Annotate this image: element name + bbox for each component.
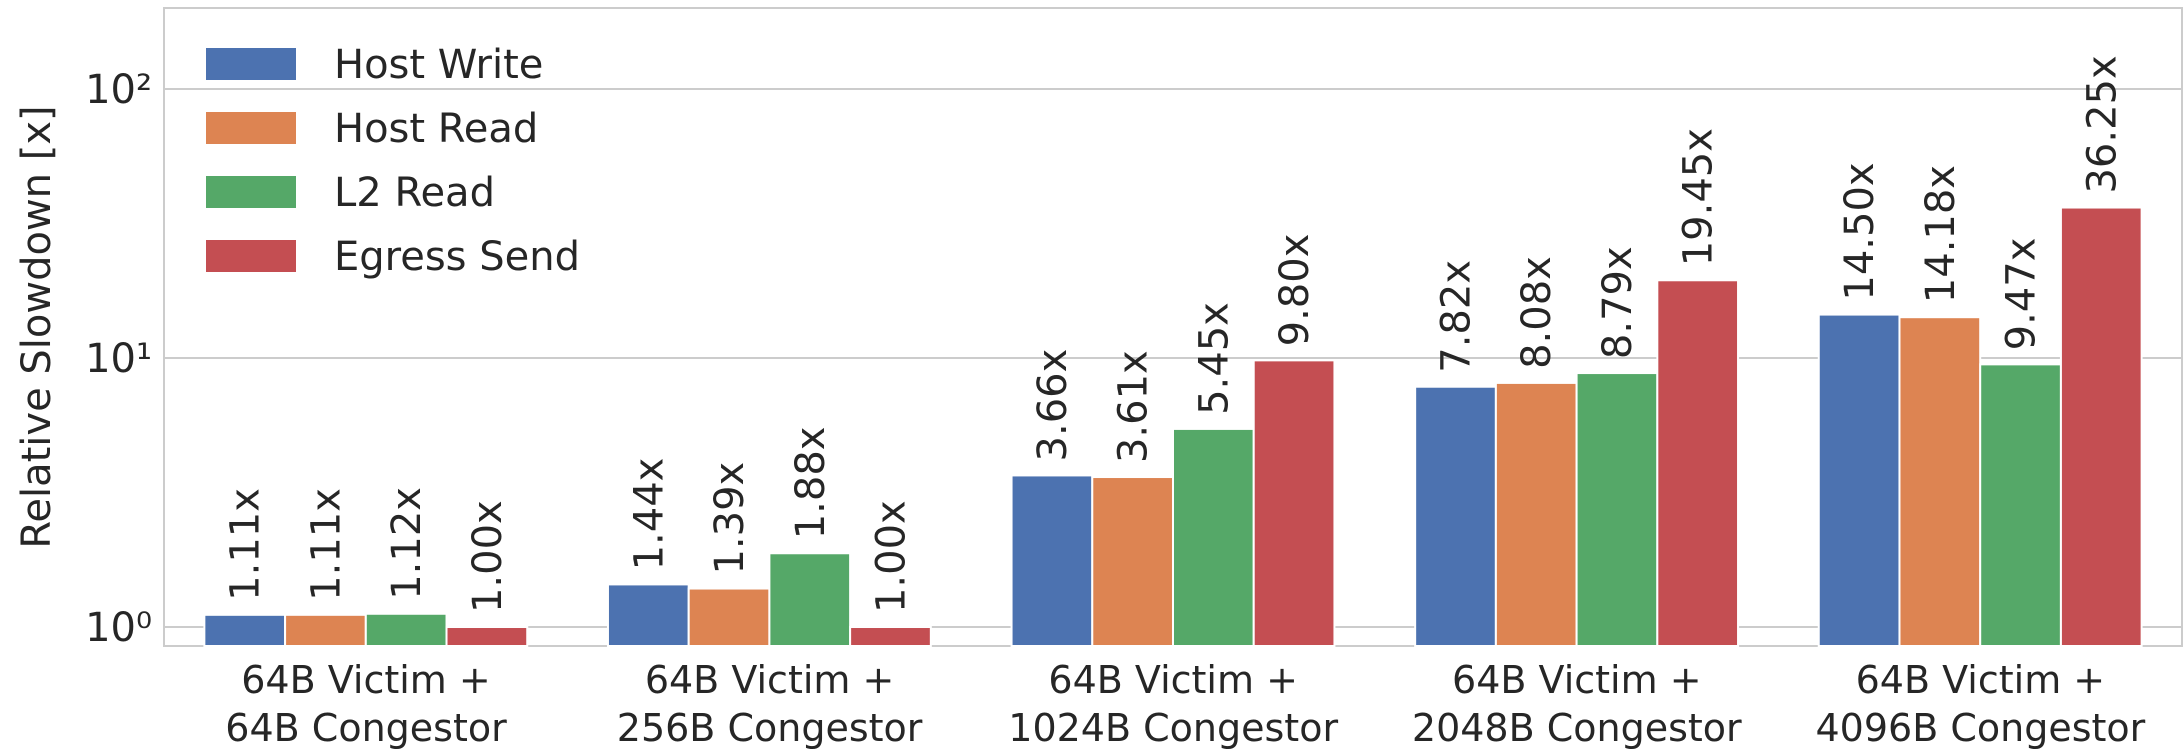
- bar: [1575, 372, 1659, 647]
- bar: [203, 613, 287, 647]
- y-tick-label: 10¹: [85, 336, 152, 382]
- x-tick-label: 64B Victim + 4096B Congestor: [1815, 658, 2146, 750]
- value-label: 7.82x: [1434, 260, 1480, 373]
- bar: [1010, 474, 1094, 647]
- value-label: 8.08x: [1514, 256, 1560, 369]
- bar: [1172, 427, 1255, 648]
- x-tick-label: 64B Victim + 1024B Congestor: [1008, 658, 1339, 750]
- value-label: 1.00x: [465, 500, 511, 613]
- value-label: 5.45x: [1191, 302, 1237, 415]
- bar: [849, 626, 932, 647]
- bar: [606, 583, 690, 647]
- value-label: 1.39x: [707, 462, 753, 575]
- bar: [445, 626, 529, 647]
- bar: [687, 587, 771, 648]
- legend-label: L2 Read: [334, 170, 495, 216]
- value-label: 1.12x: [384, 487, 430, 600]
- value-label: 9.47x: [1999, 238, 2045, 351]
- legend-swatch: [206, 240, 296, 272]
- bar: [1898, 316, 1982, 647]
- legend-swatch: [206, 112, 296, 144]
- bar: [1414, 385, 1497, 647]
- bar: [364, 612, 448, 648]
- legend-label: Egress Send: [334, 234, 580, 280]
- y-tick-label: 10²: [85, 67, 152, 113]
- value-label: 19.45x: [1676, 128, 1722, 266]
- bar: [1091, 476, 1175, 647]
- value-label: 9.80x: [1272, 234, 1318, 347]
- bar: [1252, 359, 1336, 647]
- value-label: 8.79x: [1595, 246, 1641, 359]
- value-label: 36.25x: [2079, 55, 2125, 193]
- bar: [1979, 363, 2062, 647]
- value-label: 1.88x: [788, 427, 834, 540]
- x-tick-label: 64B Victim + 64B Congestor: [225, 658, 507, 750]
- y-tick-label: 10⁰: [85, 605, 152, 651]
- value-label: 1.11x: [223, 488, 269, 601]
- bar: [284, 613, 367, 647]
- legend-swatch: [206, 176, 296, 208]
- bar: [1656, 279, 1740, 647]
- x-tick-label: 64B Victim + 2048B Congestor: [1411, 658, 1742, 750]
- x-tick-label: 64B Victim + 256B Congestor: [616, 658, 923, 750]
- legend-swatch: [206, 48, 296, 80]
- bar: [1817, 313, 1901, 647]
- bar: [2059, 206, 2143, 647]
- value-label: 3.66x: [1030, 349, 1076, 462]
- legend-label: Host Read: [334, 106, 538, 152]
- value-label: 14.18x: [1918, 165, 1964, 303]
- y-axis-label: Relative Slowdown [x]: [14, 105, 60, 548]
- value-label: 3.61x: [1111, 350, 1157, 463]
- value-label: 14.50x: [1837, 162, 1883, 300]
- value-label: 1.00x: [868, 500, 914, 613]
- value-label: 1.11x: [303, 488, 349, 601]
- legend-label: Host Write: [334, 42, 543, 88]
- bar: [1494, 381, 1578, 647]
- value-label: 1.44x: [626, 458, 672, 571]
- bar: [768, 552, 852, 647]
